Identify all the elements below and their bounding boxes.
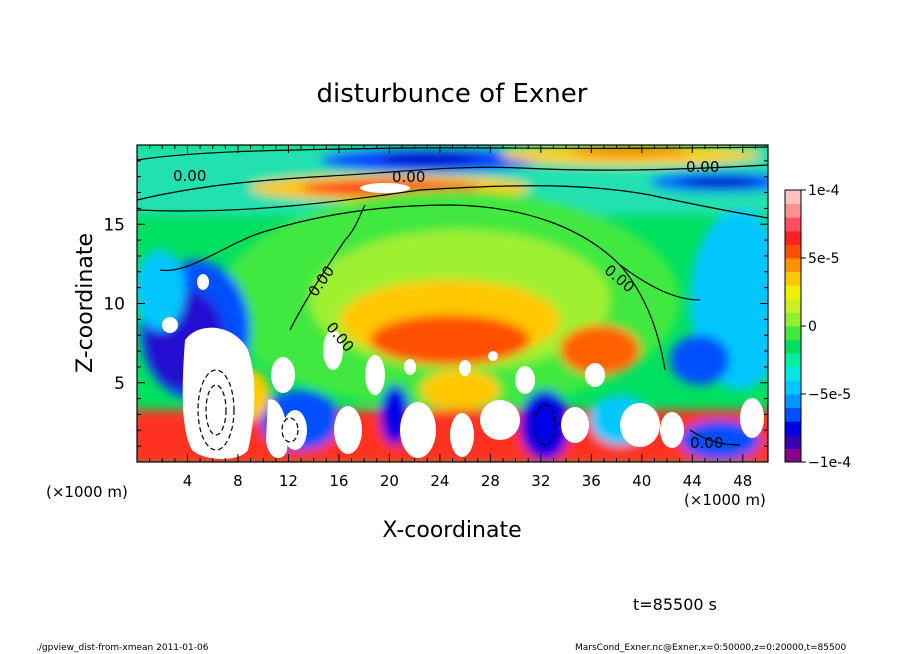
x-tick-label: 28 xyxy=(481,472,500,490)
x-tick-label: 4 xyxy=(183,472,193,490)
x-tick-label: 40 xyxy=(632,472,651,490)
colorbar-swatch xyxy=(785,298,801,313)
x-axis: 4 8 12 16 20 24 28 32 36 40 44 48 xyxy=(136,145,769,490)
colorbar-tick-label: −1e-4 xyxy=(808,455,851,471)
colorbar-swatch xyxy=(785,380,801,395)
plot-area xyxy=(137,145,768,462)
colorbar-swatch xyxy=(785,394,801,409)
colorbar-swatch xyxy=(785,339,801,354)
y-tick-label: 10 xyxy=(103,295,125,315)
colorbar-swatch xyxy=(785,190,801,205)
y-tick-label: 15 xyxy=(103,215,125,235)
contour-label: 0.00 xyxy=(686,158,719,176)
x-axis-label: X-coordinate xyxy=(382,518,521,543)
colorbar-swatch xyxy=(785,285,801,300)
saturated-regions xyxy=(162,183,764,459)
x-tick-label: 8 xyxy=(233,472,243,490)
x-tick-label: 36 xyxy=(582,472,601,490)
x-tick-label: 32 xyxy=(531,472,550,490)
colorbar-swatch xyxy=(785,326,801,341)
colorbar-swatch xyxy=(785,258,801,273)
colorbar-tick-label: 5e-5 xyxy=(808,251,839,267)
contour-label: 0.00 xyxy=(173,167,206,185)
colorbar-swatch xyxy=(785,230,801,245)
chart-title: disturbunce of Exner xyxy=(317,79,588,109)
x-axis-unit-left: (×1000 m) xyxy=(46,483,128,501)
colorbar-swatch xyxy=(785,312,801,327)
x-axis-unit-right: (×1000 m) xyxy=(684,491,766,509)
colorbar-swatch xyxy=(785,434,801,449)
colorbar-swatch xyxy=(785,366,801,381)
colorbar-swatch xyxy=(785,217,801,232)
time-label: t=85500 s xyxy=(633,595,717,614)
x-tick-label: 48 xyxy=(733,472,752,490)
y-tick-label: 5 xyxy=(114,374,125,394)
contour-label: 0.00 xyxy=(392,168,425,186)
dashed-contours xyxy=(197,369,556,451)
contour-label: 0.00 xyxy=(690,434,723,452)
colorbar-swatch xyxy=(785,421,801,436)
colorbar-tick-label: −5e-5 xyxy=(808,387,851,403)
colorbar-swatch xyxy=(785,203,801,218)
x-tick-label: 20 xyxy=(380,472,399,490)
footer-left: ./gpview_dist-from-xmean 2011-01-06 xyxy=(36,643,209,653)
colorbar-tick-label: 0 xyxy=(808,319,817,335)
x-tick-label: 24 xyxy=(430,472,449,490)
contour-lines xyxy=(137,146,768,446)
color-field xyxy=(137,145,768,462)
y-axis: 5 10 15 xyxy=(103,144,768,463)
colorbar-swatch xyxy=(785,448,801,463)
colorbar-swatch xyxy=(785,353,801,368)
colorbar-swatch xyxy=(785,271,801,286)
y-axis-label: Z-coordinate xyxy=(73,233,98,373)
x-tick-label: 16 xyxy=(329,472,348,490)
x-tick-label: 44 xyxy=(683,472,702,490)
colorbar-swatch xyxy=(785,407,801,422)
colorbar-tick-label: 1e-4 xyxy=(808,183,840,199)
colorbar-swatch xyxy=(785,244,801,259)
colorbar: 1e-4 5e-5 0 −5e-5 −1e-4 xyxy=(784,183,851,471)
x-tick-label: 12 xyxy=(279,472,298,490)
footer-right: MarsCond_Exner.nc@Exner,x=0:50000,z=0:20… xyxy=(575,643,846,653)
